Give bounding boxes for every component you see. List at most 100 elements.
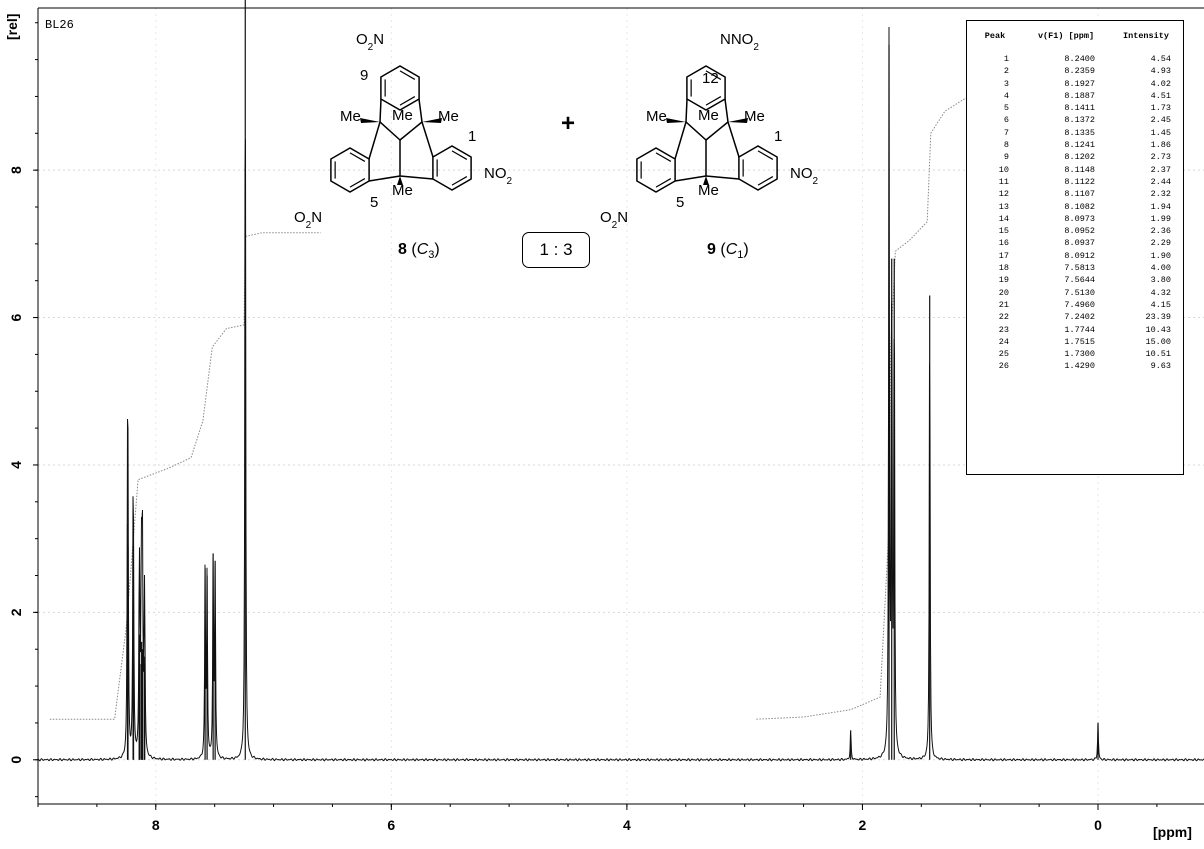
table-cell: 14: [998, 213, 1009, 224]
table-row: 17 8.0912 1.90: [967, 250, 1183, 262]
cmpd9-wedge: [728, 118, 748, 123]
cmpd8-pos-left: 5: [370, 194, 378, 211]
table-cell: 8.1887: [1064, 90, 1095, 101]
double-bond: [349, 178, 366, 188]
double-bond: [705, 70, 722, 80]
cmpd9-wedge: [703, 176, 709, 185]
cmpd9-pos-top: 12: [702, 70, 719, 87]
double-bond: [757, 150, 774, 160]
table-row: 2 8.2359 4.93: [967, 65, 1183, 77]
table-cell: 18: [998, 263, 1009, 274]
table-cell: 2: [1003, 66, 1009, 77]
table-cell: 9.63: [1150, 361, 1171, 372]
peak-table-header-cell: v(F1) [ppm]: [1037, 31, 1095, 41]
table-cell: 1.4290: [1064, 361, 1095, 372]
cmpd9-bond: [674, 121, 687, 160]
integral-curve-2: [756, 94, 981, 720]
table-cell: 7.5130: [1064, 287, 1095, 298]
cmpd8-bond: [368, 121, 381, 160]
compound-8-symmetry-sub: 3: [428, 249, 435, 262]
cmpd8-no2-left: O2N: [294, 209, 322, 231]
table-cell: 8.2359: [1064, 66, 1095, 77]
cmpd9-pos-right: 1: [774, 128, 782, 145]
compound-9-symmetry-sub: 1: [737, 249, 744, 262]
double-bond: [451, 176, 468, 186]
ratio-box: 1 : 3: [522, 232, 590, 268]
cmpd8-bond: [421, 121, 434, 158]
table-cell: 16: [998, 238, 1009, 249]
table-cell: 8.1335: [1064, 127, 1095, 138]
cmpd8-me-top: Me: [392, 107, 413, 124]
cmpd8-wedge: [422, 118, 442, 123]
table-cell: 12: [998, 189, 1009, 200]
table-cell: 17: [998, 250, 1009, 261]
table-cell: 11: [998, 176, 1009, 187]
cmpd8-bond: [379, 98, 382, 123]
cmpd8-ring-top: [380, 65, 420, 111]
cmpd8-bond: [368, 175, 401, 182]
x-tick-label-2: 2: [859, 817, 867, 833]
chart-title: BL26: [45, 18, 74, 32]
table-cell: 4.93: [1150, 66, 1171, 77]
table-cell: 7.2402: [1064, 312, 1095, 323]
table-row: 26 1.4290 9.63: [967, 360, 1183, 372]
table-cell: 8.1927: [1064, 78, 1095, 89]
table-row: 18 7.5813 4.00: [967, 262, 1183, 274]
table-row: 3 8.1927 4.02: [967, 78, 1183, 90]
table-cell: 1.7744: [1064, 324, 1095, 335]
table-cell: 10.43: [1145, 324, 1171, 335]
cmpd8-bond: [418, 98, 423, 123]
table-cell: 1.73: [1150, 103, 1171, 114]
table-cell: 8.1411: [1064, 103, 1095, 114]
y-tick-label-2: 2: [8, 608, 24, 616]
cmpd9-me-right: Me: [744, 108, 765, 125]
table-cell: 4.54: [1150, 54, 1171, 64]
cmpd9-ring-top: [686, 65, 726, 111]
cmpd9-bond: [685, 121, 707, 141]
double-bond: [705, 96, 722, 106]
table-cell: 3.80: [1150, 275, 1171, 286]
table-row: 23 1.7744 10.43: [967, 324, 1183, 336]
table-cell: 10.51: [1145, 349, 1171, 360]
table-cell: 8.1372: [1064, 115, 1095, 126]
compound-8-number: 8: [398, 241, 407, 258]
table-cell: 4.00: [1150, 263, 1171, 274]
table-cell: 8.1122: [1064, 176, 1095, 187]
table-cell: 4.51: [1150, 90, 1171, 101]
table-row: 15 8.0952 2.36: [967, 225, 1183, 237]
cmpd9-pos-left: 5: [676, 194, 684, 211]
table-cell: 9: [1003, 152, 1009, 163]
table-cell: 8.0937: [1064, 238, 1095, 249]
cmpd9-no2-top: NNO2: [720, 31, 759, 53]
table-cell: 7.5813: [1064, 263, 1095, 274]
cmpd9-bond: [727, 121, 740, 158]
table-row: 8 8.1241 1.86: [967, 139, 1183, 151]
table-cell: 13: [998, 201, 1009, 212]
compound-9-label: 9 (C1): [707, 241, 749, 262]
table-cell: 1.86: [1150, 140, 1171, 151]
table-cell: 26: [998, 361, 1009, 372]
table-cell: 2.73: [1150, 152, 1171, 163]
table-cell: 24: [998, 336, 1009, 347]
table-cell: 2.37: [1150, 164, 1171, 175]
double-bond: [757, 176, 774, 186]
cmpd9-bond: [705, 175, 740, 180]
double-bond: [399, 70, 416, 80]
plus-sign: +: [561, 110, 576, 137]
table-row: 13 8.1082 1.94: [967, 201, 1183, 213]
ratio-text: 1 : 3: [539, 240, 573, 259]
table-cell: 25: [998, 349, 1009, 360]
y-tick-label-4: 4: [8, 461, 24, 469]
table-row: 5 8.1411 1.73: [967, 102, 1183, 114]
integral-curves: [49, 94, 981, 720]
table-cell: 20: [998, 287, 1009, 298]
peak-table-header-cell: Peak: [984, 31, 1006, 41]
table-cell: 8.0973: [1064, 213, 1095, 224]
table-cell: 1.45: [1150, 127, 1171, 138]
double-bond: [399, 96, 416, 106]
table-cell: 2.36: [1150, 226, 1171, 237]
table-cell: 8.2400: [1064, 54, 1095, 64]
table-cell: 1.7300: [1064, 349, 1095, 360]
